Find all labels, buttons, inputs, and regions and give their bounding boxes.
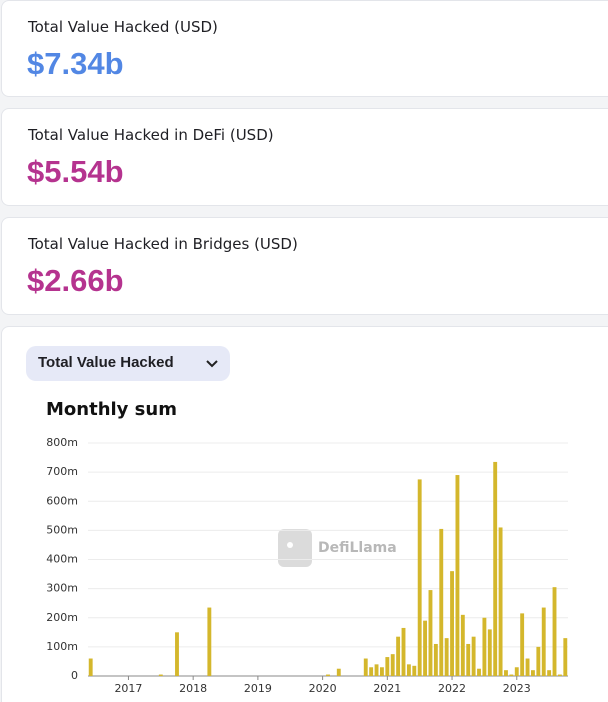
watermark: DefiLlama [318, 540, 397, 556]
watermark-icon [278, 529, 312, 567]
bar [525, 658, 530, 676]
x-tick-label: 2019 [244, 682, 272, 695]
bar [563, 638, 568, 676]
bar [175, 632, 179, 676]
bar [336, 668, 341, 676]
bar [509, 674, 514, 676]
bar [541, 607, 546, 676]
y-tick-label: 300m [46, 582, 78, 595]
x-tick-label: 2021 [373, 682, 401, 695]
bar [88, 658, 93, 676]
bar [466, 643, 471, 676]
stat-card: Total Value Hacked (USD) $7.34b [1, 0, 608, 97]
bar [520, 613, 525, 676]
bar [385, 657, 390, 676]
bar [433, 643, 438, 676]
stat-value: $2.66b [27, 263, 124, 298]
x-tick-label: 2023 [503, 682, 531, 695]
chart-selector[interactable]: Total Value Hacked [26, 346, 230, 381]
stat-card: Total Value Hacked in Bridges (USD) $2.6… [1, 217, 608, 315]
bar [158, 674, 163, 676]
bar [531, 670, 535, 676]
stat-label: Total Value Hacked in Bridges (USD) [28, 235, 298, 253]
chart-title: Monthly sum [46, 399, 177, 420]
bar [493, 461, 498, 676]
stat-label: Total Value Hacked in DeFi (USD) [28, 126, 274, 144]
bar [514, 667, 519, 676]
bar [487, 629, 492, 676]
y-tick-label: 500m [46, 523, 78, 536]
bar [477, 668, 481, 676]
bar [552, 587, 557, 676]
chart-card [1, 326, 608, 702]
bar [557, 674, 562, 676]
x-tick-label: 2022 [438, 682, 466, 695]
stat-label: Total Value Hacked (USD) [28, 18, 218, 36]
bar [363, 658, 368, 676]
bar [423, 620, 428, 676]
bar [547, 670, 552, 676]
bar [444, 638, 449, 676]
bar [498, 527, 503, 676]
bar [207, 607, 212, 676]
y-tick-label: 700m [46, 465, 78, 478]
y-tick-label: 0 [71, 669, 78, 682]
bar [450, 571, 454, 676]
bar [455, 475, 460, 676]
bar [482, 617, 487, 676]
y-tick-label: 100m [46, 640, 78, 653]
y-tick-label: 200m [46, 611, 78, 624]
selector-label: Total Value Hacked [38, 354, 174, 371]
bar [401, 627, 406, 676]
y-tick-label: 600m [46, 494, 78, 507]
y-tick-label: 800m [46, 436, 78, 449]
bar [379, 667, 384, 676]
stat-value: $7.34b [27, 46, 124, 81]
stat-card: Total Value Hacked in DeFi (USD) $5.54b [1, 108, 608, 206]
bar [428, 590, 433, 676]
chevron [206, 360, 218, 368]
bar [471, 636, 476, 676]
x-tick-label: 2018 [179, 682, 207, 695]
bar [406, 664, 411, 676]
bar [504, 670, 508, 676]
x-tick-label: 2020 [309, 682, 337, 695]
bar [412, 665, 417, 676]
x-tick-label: 2017 [114, 682, 142, 695]
bar [396, 636, 401, 676]
stat-value: $5.54b [27, 154, 124, 189]
bar [439, 528, 444, 676]
bar [536, 646, 541, 676]
bar [374, 664, 379, 676]
bar [390, 654, 395, 676]
y-tick-label: 400m [46, 553, 78, 566]
bar [369, 667, 374, 676]
bar [326, 674, 330, 676]
bar [460, 614, 465, 676]
bar [417, 479, 422, 676]
